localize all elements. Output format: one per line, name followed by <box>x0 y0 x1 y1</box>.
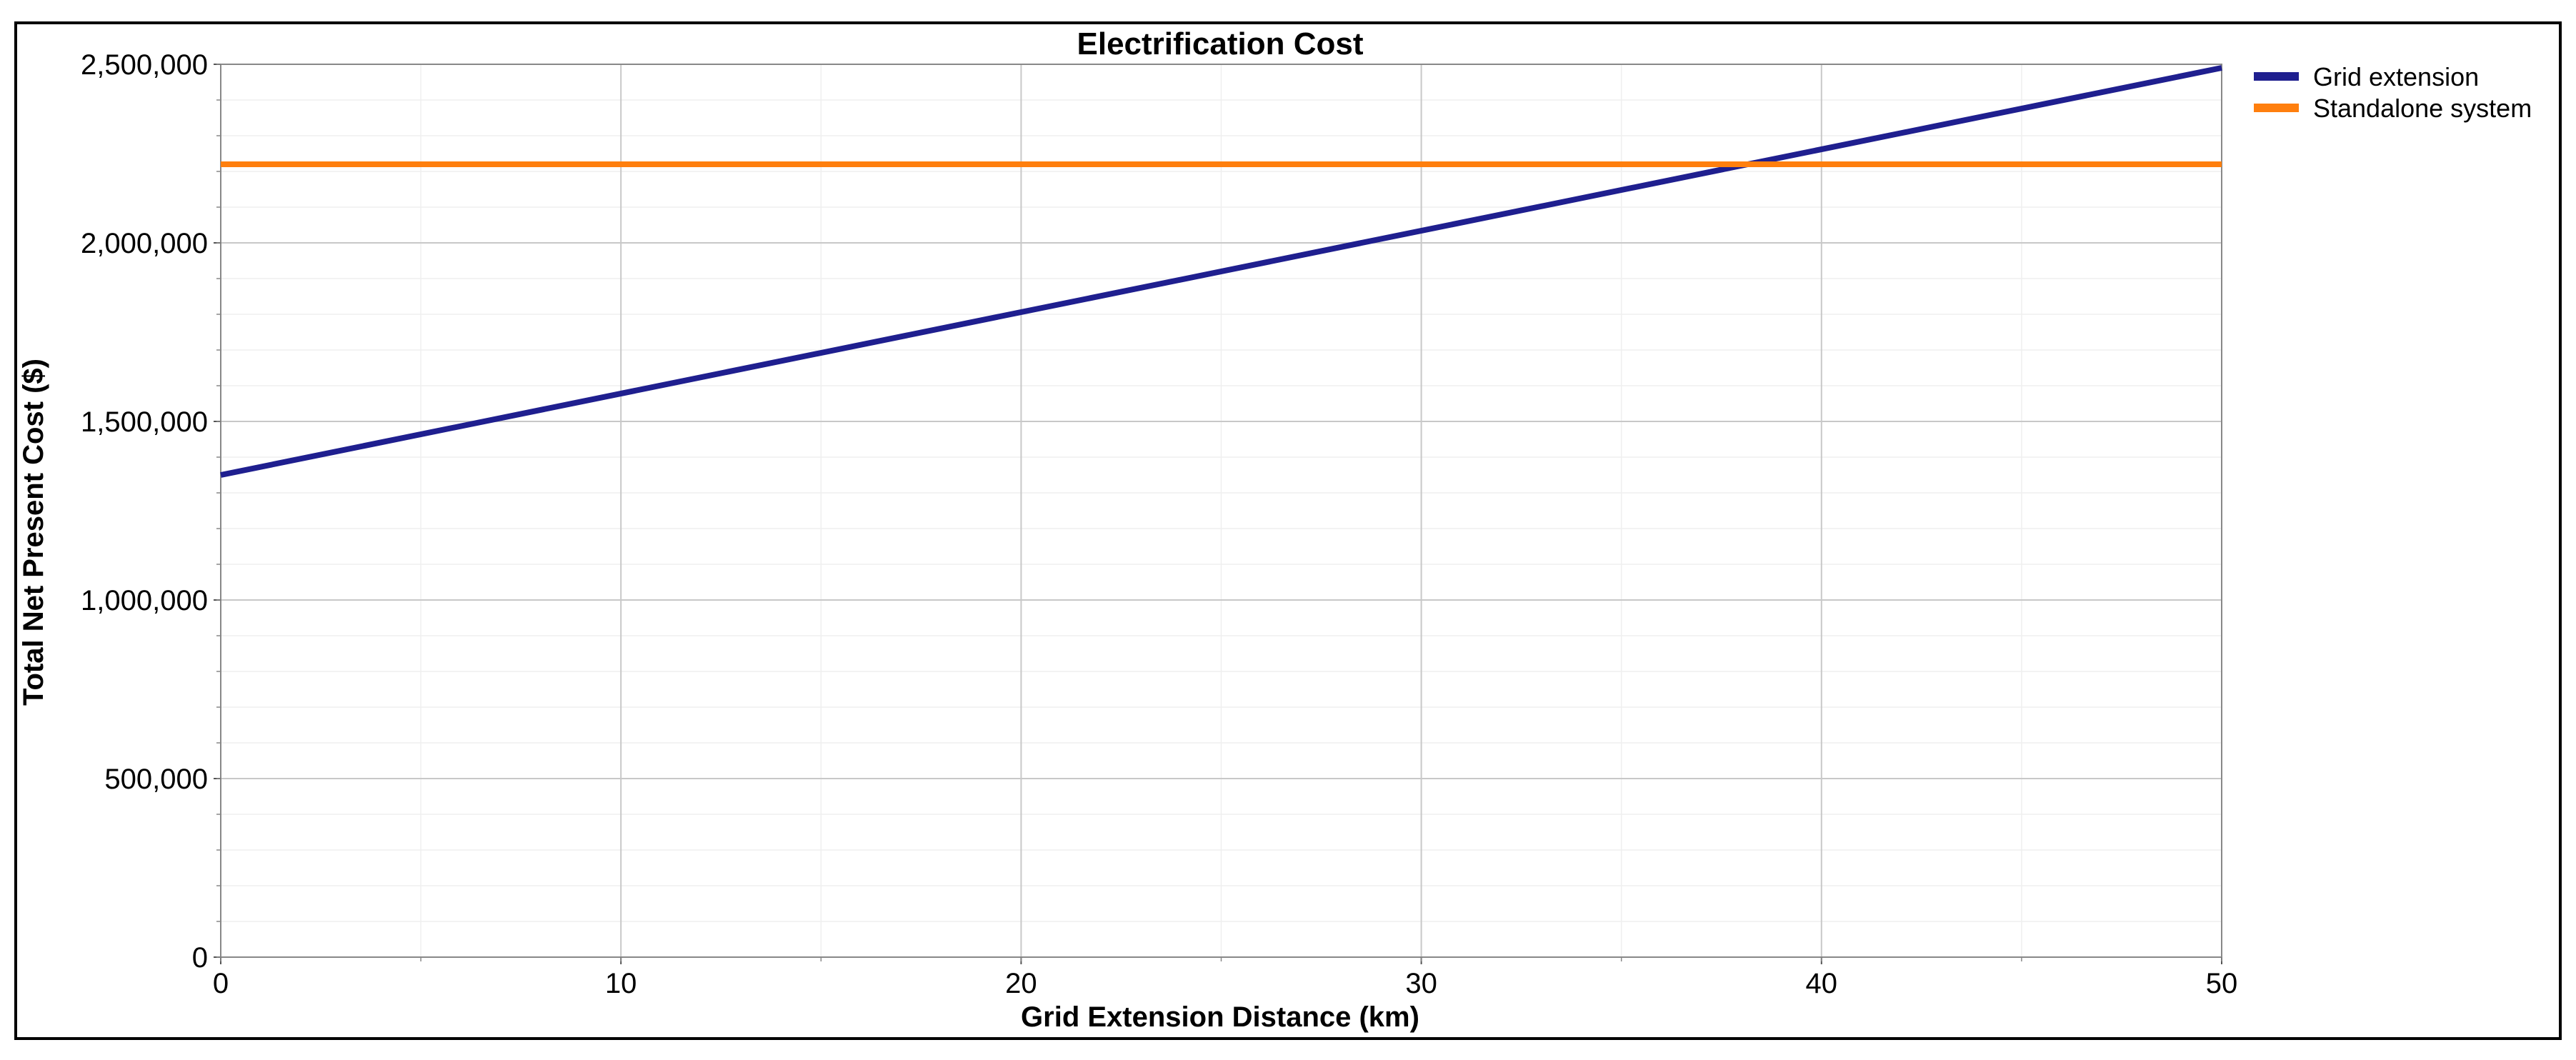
y-tick-label: 2,500,000 <box>81 49 208 81</box>
y-tick-label: 0 <box>192 942 208 974</box>
outer-border <box>14 21 2562 1040</box>
y-axis-label: Total Net Present Cost ($) <box>18 359 49 706</box>
legend-label-standalone-system: Standalone system <box>2313 94 2532 123</box>
x-tick-label: 40 <box>1806 968 1838 999</box>
x-tick-label: 30 <box>1405 968 1437 999</box>
grid-extension-line <box>220 65 2222 478</box>
ticks-layer: 0 10 20 30 40 50 0 500,000 1,000,000 1,500,000 2,0… <box>81 49 2237 999</box>
y-tick-label: 2,000,000 <box>81 228 208 259</box>
legend: Grid extension Standalone system <box>2254 62 2532 123</box>
chart-title: Electrification Cost <box>1077 26 1364 61</box>
x-axis-label: Grid Extension Distance (km) <box>1021 1001 1419 1033</box>
y-tick-label: 1,000,000 <box>81 585 208 616</box>
x-tick-label: 20 <box>1005 968 1037 999</box>
x-tick-label: 50 <box>2206 968 2238 999</box>
y-tick-label: 1,500,000 <box>81 406 208 438</box>
series-layer <box>220 65 2222 478</box>
x-tick-label: 10 <box>605 968 637 999</box>
legend-label-grid-extension: Grid extension <box>2313 62 2479 91</box>
x-tick-label: 0 <box>213 968 229 999</box>
y-tick-label: 500,000 <box>104 764 208 795</box>
